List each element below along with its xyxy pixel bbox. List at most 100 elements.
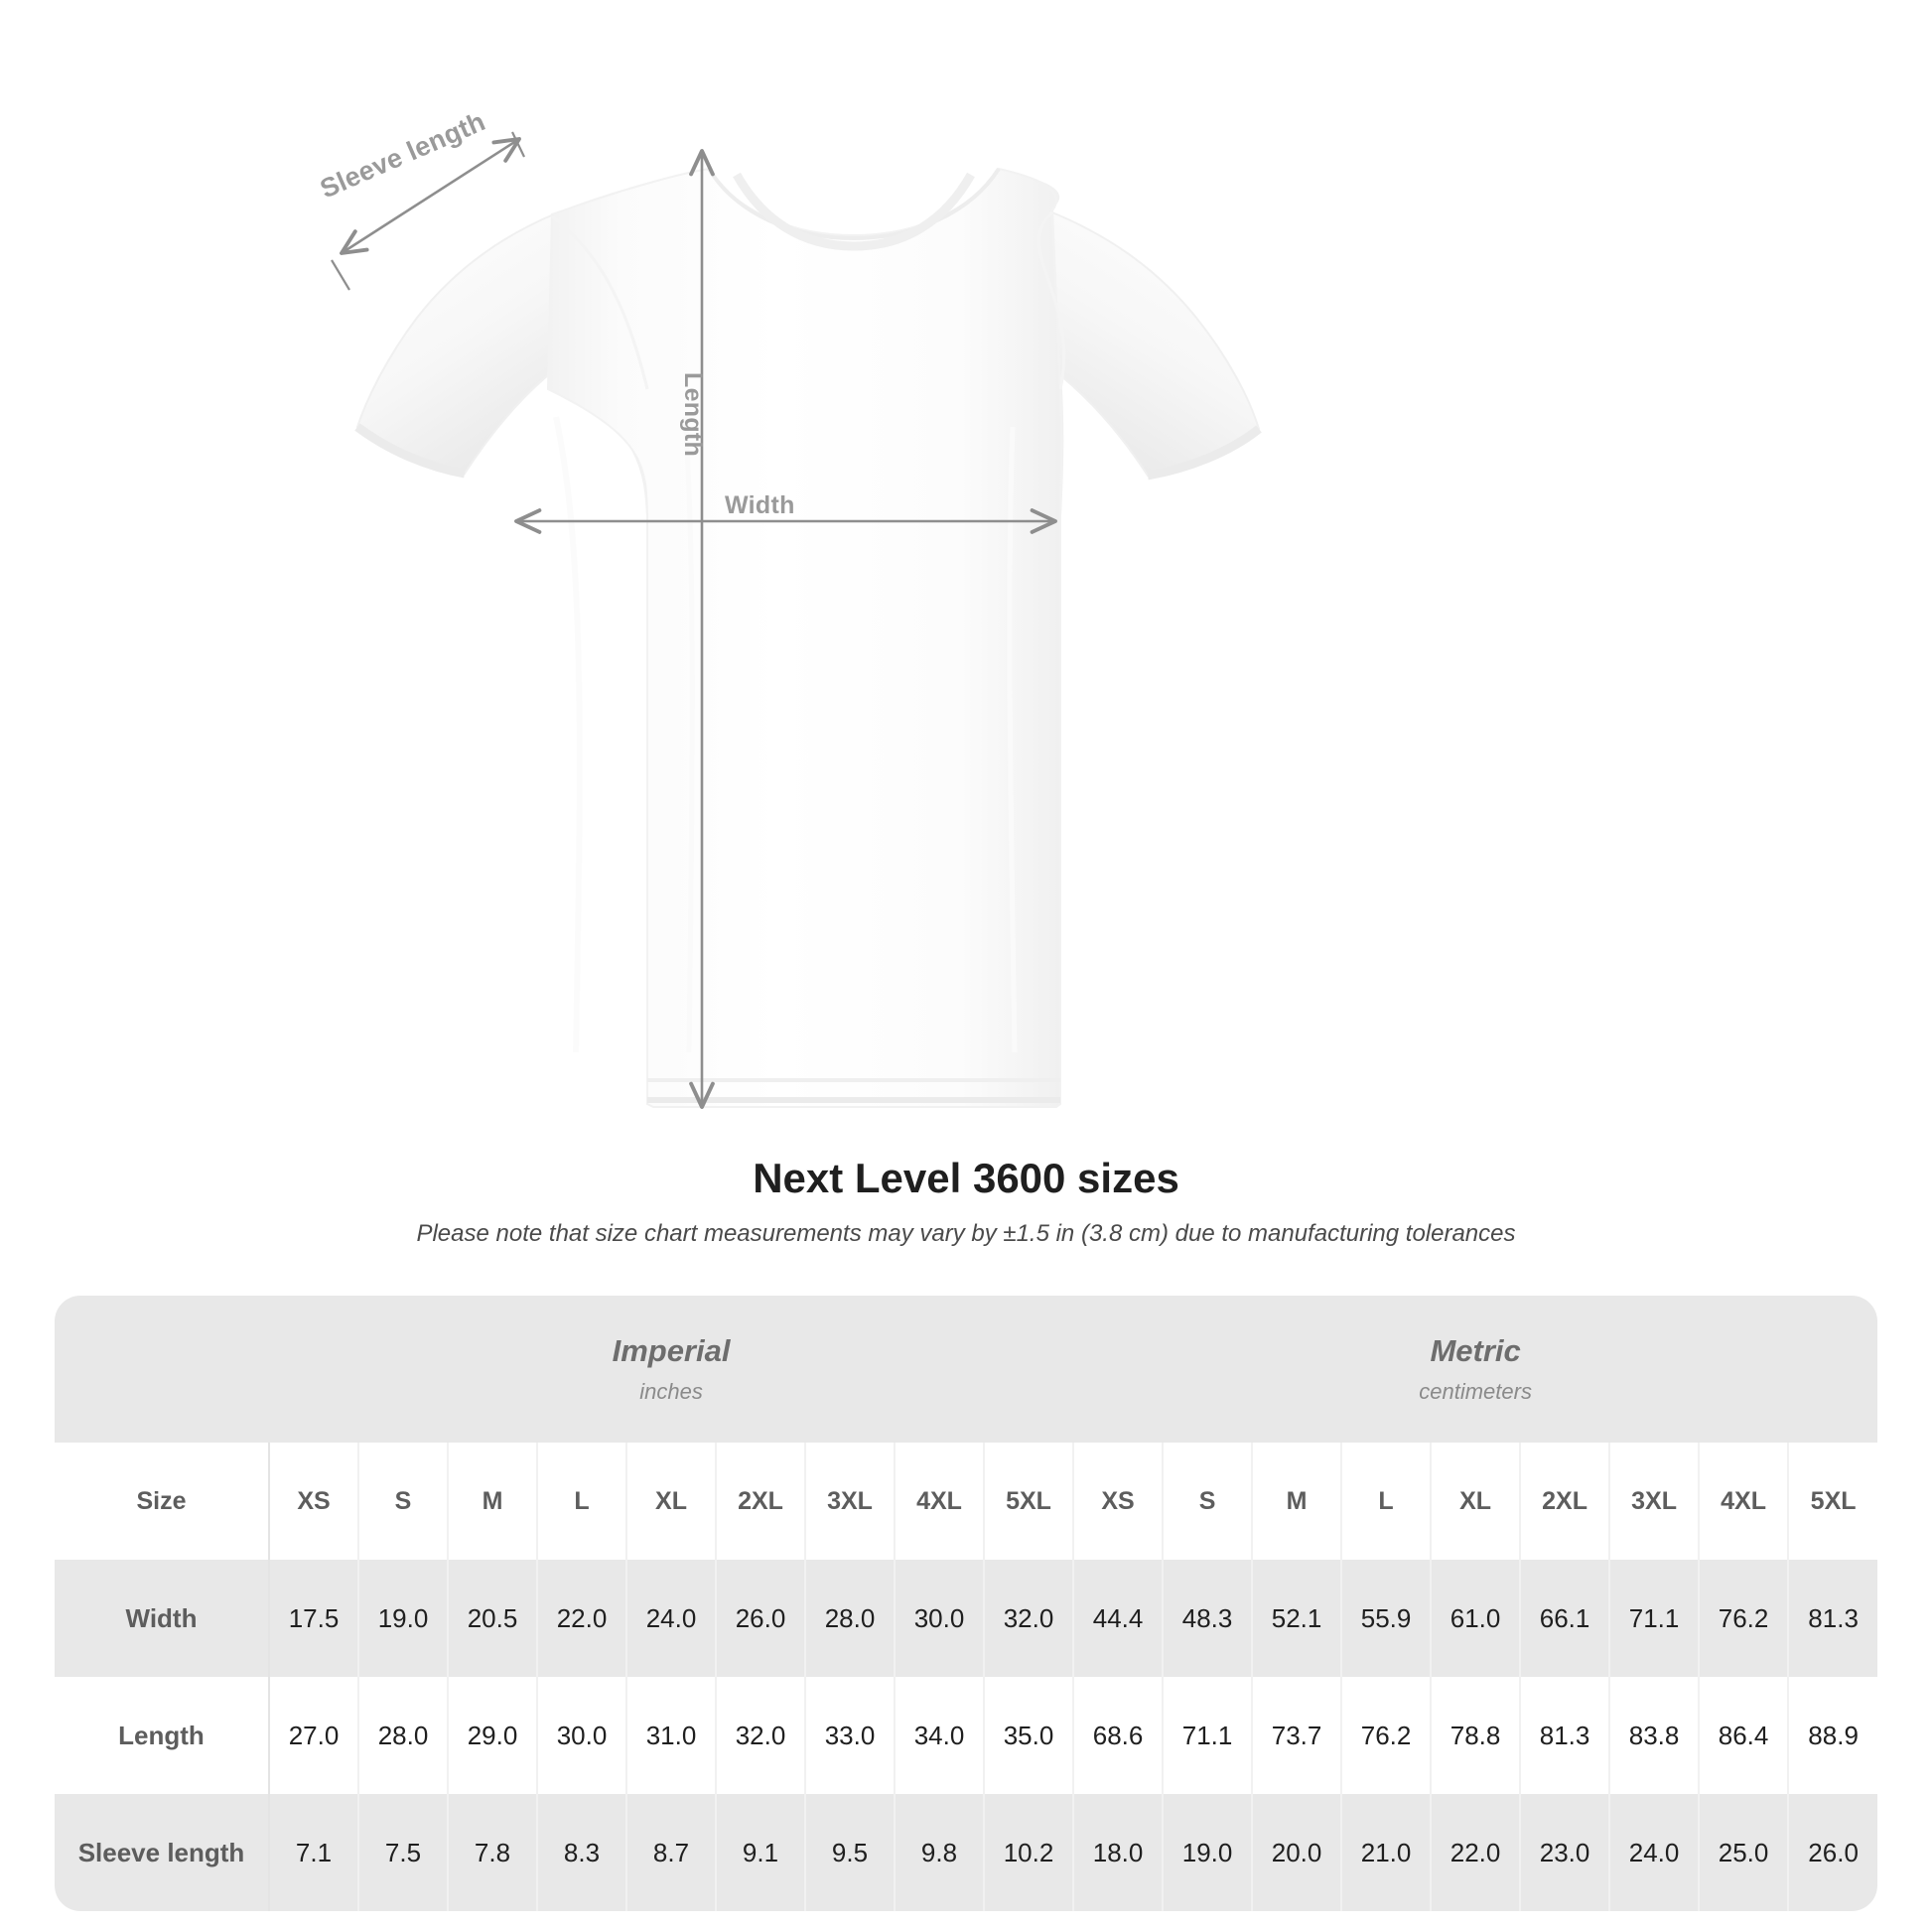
cell-width-imperial-xl: 24.0 — [626, 1560, 717, 1677]
unit-group-metric-sub: centimeters — [1419, 1378, 1532, 1404]
unit-group-imperial-name: Imperial — [612, 1332, 731, 1368]
table-row: Length 27.0 28.0 29.0 30.0 31.0 32.0 33.… — [55, 1677, 1878, 1794]
cell-sleeve-metric-xl: 22.0 — [1431, 1794, 1522, 1911]
cell-length-metric-s: 71.1 — [1163, 1677, 1254, 1794]
cell-sleeve-imperial-5xl: 10.2 — [984, 1794, 1075, 1911]
cell-sleeve-metric-2xl: 23.0 — [1520, 1794, 1611, 1911]
page-title: Next Level 3600 sizes — [753, 1155, 1179, 1201]
row-label-width: Width — [55, 1560, 270, 1677]
size-header-metric-l: L — [1341, 1443, 1433, 1560]
cell-sleeve-imperial-xs: 7.1 — [269, 1794, 359, 1911]
cell-width-metric-5xl: 81.3 — [1788, 1560, 1878, 1677]
size-header-label: Size — [55, 1443, 270, 1560]
size-header-imperial-xl: XL — [626, 1443, 717, 1560]
cell-length-imperial-5xl: 35.0 — [984, 1677, 1075, 1794]
size-header-imperial-m: M — [448, 1443, 538, 1560]
cell-width-imperial-5xl: 32.0 — [984, 1560, 1075, 1677]
dimension-lines — [331, 131, 1057, 1109]
cell-sleeve-metric-xs: 18.0 — [1073, 1794, 1165, 1911]
row-label-length: Length — [55, 1677, 270, 1794]
cell-length-imperial-4xl: 34.0 — [895, 1677, 985, 1794]
unit-group-imperial-sub: inches — [639, 1378, 703, 1404]
size-header-metric-xs: XS — [1073, 1443, 1165, 1560]
cell-sleeve-imperial-2xl: 9.1 — [716, 1794, 806, 1911]
cell-width-imperial-3xl: 28.0 — [805, 1560, 896, 1677]
tshirt-diagram: Sleeve length Length Width — [316, 106, 1262, 1109]
cell-length-metric-5xl: 88.9 — [1788, 1677, 1878, 1794]
cell-width-imperial-s: 19.0 — [358, 1560, 449, 1677]
cell-length-imperial-l: 30.0 — [537, 1677, 627, 1794]
table-row: Width 17.5 19.0 20.5 22.0 24.0 26.0 28.0… — [55, 1560, 1878, 1677]
row-label-sleeve-length: Sleeve length — [55, 1794, 270, 1911]
cell-sleeve-imperial-l: 8.3 — [537, 1794, 627, 1911]
cell-width-metric-m: 52.1 — [1252, 1560, 1343, 1677]
cell-sleeve-imperial-xl: 8.7 — [626, 1794, 717, 1911]
cell-sleeve-metric-m: 20.0 — [1252, 1794, 1343, 1911]
cell-length-imperial-2xl: 32.0 — [716, 1677, 806, 1794]
cell-length-metric-xs: 68.6 — [1073, 1677, 1165, 1794]
cell-length-metric-m: 73.7 — [1252, 1677, 1343, 1794]
cell-sleeve-metric-s: 19.0 — [1163, 1794, 1254, 1911]
cell-length-imperial-m: 29.0 — [448, 1677, 538, 1794]
tolerance-note: Please note that size chart measurements… — [416, 1220, 1516, 1248]
table-row: Sleeve length 7.1 7.5 7.8 8.3 8.7 9.1 9.… — [55, 1794, 1878, 1911]
cell-sleeve-metric-3xl: 24.0 — [1609, 1794, 1701, 1911]
size-header-metric-5xl: 5XL — [1788, 1443, 1878, 1560]
cell-width-metric-xl: 61.0 — [1431, 1560, 1522, 1677]
cell-length-imperial-s: 28.0 — [358, 1677, 449, 1794]
tshirt-illustration — [331, 131, 1262, 1109]
cell-width-metric-xs: 44.4 — [1073, 1560, 1165, 1677]
cell-sleeve-imperial-3xl: 9.5 — [805, 1794, 896, 1911]
size-header-imperial-l: L — [537, 1443, 627, 1560]
cell-length-imperial-3xl: 33.0 — [805, 1677, 896, 1794]
size-header-metric-2xl: 2XL — [1520, 1443, 1611, 1560]
size-header-metric-s: S — [1163, 1443, 1254, 1560]
cell-width-metric-l: 55.9 — [1341, 1560, 1433, 1677]
cell-length-imperial-xs: 27.0 — [269, 1677, 359, 1794]
size-header-imperial-3xl: 3XL — [805, 1443, 896, 1560]
cell-sleeve-metric-5xl: 26.0 — [1788, 1794, 1878, 1911]
size-header-metric-4xl: 4XL — [1699, 1443, 1790, 1560]
cell-width-metric-4xl: 76.2 — [1699, 1560, 1790, 1677]
cell-width-imperial-l: 22.0 — [537, 1560, 627, 1677]
shirt-shape — [354, 167, 1262, 1108]
cell-length-metric-4xl: 86.4 — [1699, 1677, 1790, 1794]
title-block: Next Level 3600 sizes Please note that s… — [0, 1155, 1932, 1249]
size-header-row: Size XS S M L XL 2XL 3XL 4XL 5XL XS S M … — [55, 1443, 1878, 1560]
sleeve-length-arrow — [340, 137, 521, 255]
size-header-imperial-5xl: 5XL — [984, 1443, 1075, 1560]
cell-length-metric-xl: 78.8 — [1431, 1677, 1522, 1794]
cell-width-metric-2xl: 66.1 — [1520, 1560, 1611, 1677]
size-chart-table-container: Imperial inches Metric centimeters Size … — [55, 1296, 1878, 1911]
size-header-imperial-xs: XS — [269, 1443, 359, 1560]
cell-sleeve-metric-l: 21.0 — [1341, 1794, 1433, 1911]
cell-width-imperial-xs: 17.5 — [269, 1560, 359, 1677]
unit-blank-cell — [55, 1296, 269, 1443]
cell-width-metric-3xl: 71.1 — [1609, 1560, 1701, 1677]
cell-length-imperial-xl: 31.0 — [626, 1677, 717, 1794]
unit-group-metric-name: Metric — [1430, 1332, 1521, 1368]
unit-group-row: Imperial inches Metric centimeters — [55, 1296, 1878, 1443]
size-header-metric-m: M — [1252, 1443, 1343, 1560]
unit-group-imperial: Imperial inches — [269, 1296, 1074, 1443]
cell-width-imperial-m: 20.5 — [448, 1560, 538, 1677]
cell-sleeve-imperial-s: 7.5 — [358, 1794, 449, 1911]
cell-sleeve-metric-4xl: 25.0 — [1699, 1794, 1790, 1911]
size-header-imperial-4xl: 4XL — [895, 1443, 985, 1560]
length-label: Length — [679, 372, 707, 458]
cell-width-imperial-2xl: 26.0 — [716, 1560, 806, 1677]
unit-group-metric: Metric centimeters — [1073, 1296, 1878, 1443]
cell-length-metric-l: 76.2 — [1341, 1677, 1433, 1794]
width-label: Width — [725, 491, 795, 519]
size-header-imperial-s: S — [358, 1443, 449, 1560]
cell-length-metric-3xl: 83.8 — [1609, 1677, 1701, 1794]
size-header-metric-3xl: 3XL — [1609, 1443, 1701, 1560]
cell-width-metric-s: 48.3 — [1163, 1560, 1254, 1677]
size-header-imperial-2xl: 2XL — [716, 1443, 806, 1560]
cell-sleeve-imperial-m: 7.8 — [448, 1794, 538, 1911]
size-chart-table: Imperial inches Metric centimeters Size … — [55, 1296, 1878, 1911]
cell-width-imperial-4xl: 30.0 — [895, 1560, 985, 1677]
cell-sleeve-imperial-4xl: 9.8 — [895, 1794, 985, 1911]
size-header-metric-xl: XL — [1431, 1443, 1522, 1560]
cell-length-metric-2xl: 81.3 — [1520, 1677, 1611, 1794]
